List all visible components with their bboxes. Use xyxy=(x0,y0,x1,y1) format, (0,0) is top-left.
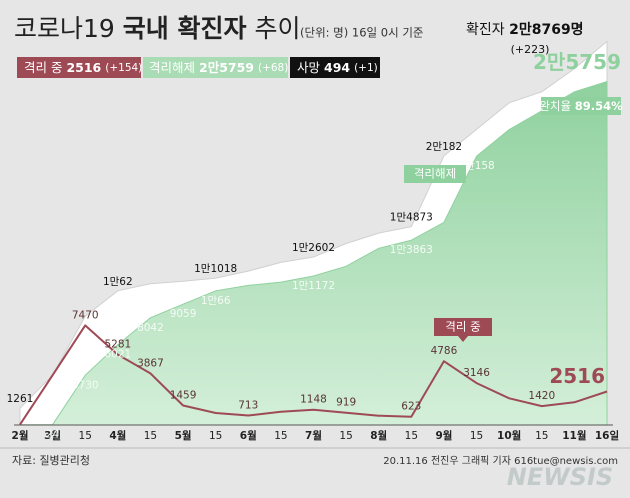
x-tick-label: 15 xyxy=(79,430,92,442)
legend-name: 격리해제 xyxy=(149,60,195,75)
data-label: 1261 xyxy=(7,393,34,405)
data-label: 1만66 xyxy=(201,295,231,307)
summary-change: (+223) xyxy=(511,43,550,56)
x-tick-label: 3월 xyxy=(44,429,61,442)
title-part: 국내 확진자 xyxy=(123,14,247,43)
callout: 완치율 89.54% xyxy=(539,99,623,113)
chart-title: 코로나19 국내 확진자 추이 xyxy=(14,14,300,43)
x-tick-label: 6월 xyxy=(240,429,257,442)
subtitle: (단위: 명) 16일 0시 기준 xyxy=(300,26,423,40)
legend-entry: 격리 중 2516 (+154) xyxy=(24,60,142,75)
callout-box xyxy=(541,97,621,115)
data-label: 713 xyxy=(238,399,258,411)
data-label: 2만5759 xyxy=(533,50,621,74)
data-label: 1만1172 xyxy=(292,280,335,292)
legend-entry: 사망 494 (+1) xyxy=(297,60,378,75)
isolated-line xyxy=(19,324,608,426)
x-tick-label: 10월 xyxy=(497,429,521,442)
title-part: 추이 xyxy=(254,14,300,43)
x-tick-label: 15 xyxy=(144,430,157,442)
summary-value: 2만8769명 xyxy=(509,21,583,38)
data-label: 1459 xyxy=(170,390,197,402)
data-label: 1148 xyxy=(300,394,327,406)
x-tick-label: 9월 xyxy=(435,429,452,442)
data-label: 8042 xyxy=(137,322,164,334)
x-tick-label: 8월 xyxy=(370,429,387,442)
data-label: 9059 xyxy=(170,308,197,320)
x-tick-label: 2월 xyxy=(12,429,29,442)
data-label: 7470 xyxy=(72,309,99,321)
x-tick-label: 15 xyxy=(209,430,222,442)
legend-value: 2516 xyxy=(66,60,101,75)
data-label: 4786 xyxy=(431,345,458,357)
legend-entry: 격리해제 2만5759 (+68) xyxy=(149,60,288,75)
x-tick-label: 15 xyxy=(535,430,548,442)
data-label: 6021 xyxy=(104,349,131,361)
legend-value: 2만5759 xyxy=(199,60,254,75)
legend-value: 494 xyxy=(324,60,350,75)
x-tick-label: 7월 xyxy=(305,429,322,442)
data-label: 2만182 xyxy=(426,141,462,153)
x-tick-label: 16일 xyxy=(595,429,619,442)
legend-swatch xyxy=(143,57,288,78)
x-tick-label: 15 xyxy=(339,430,352,442)
data-label: 623 xyxy=(401,401,421,413)
callout-box xyxy=(404,165,466,183)
data-label: 1만2602 xyxy=(292,242,335,254)
legend-change: (+1) xyxy=(354,62,378,74)
credit: 20.11.16 전진우 그래픽 기자 616tue@newsis.com xyxy=(383,455,618,467)
data-label: 5281 xyxy=(104,339,131,351)
legend-swatch xyxy=(290,57,380,78)
x-tick-label: 5월 xyxy=(175,429,192,442)
x-tick-label: 15 xyxy=(405,430,418,442)
data-label: 3146 xyxy=(463,367,490,379)
legend-change: (+154) xyxy=(105,62,142,74)
source: 자료: 질병관리청 xyxy=(12,454,90,467)
callout-value: 89.54% xyxy=(575,99,623,113)
callout-label: 완치율 xyxy=(539,99,571,113)
x-tick-label: 15 xyxy=(274,430,287,442)
data-label: 1420 xyxy=(528,390,555,402)
x-tick-label: 4월 xyxy=(109,429,126,442)
legend-name: 사망 xyxy=(297,60,321,75)
legend-swatch xyxy=(17,57,141,78)
data-label: 1만3863 xyxy=(390,244,433,256)
x-tick-label: 11월 xyxy=(562,429,586,442)
legend-name: 격리 중 xyxy=(24,60,62,75)
legend-change: (+68) xyxy=(258,62,288,74)
watermark: NEWSIS xyxy=(507,463,613,491)
x-tick-label: 15 xyxy=(470,430,483,442)
legend: 격리 중 2516 (+154) 격리해제 2만5759 (+68) 사망 49… xyxy=(17,57,380,78)
data-label: 2만158 xyxy=(458,160,494,172)
data-label: 1만1018 xyxy=(194,263,237,275)
data-label: 1만62 xyxy=(103,276,133,288)
callout: 격리해제 xyxy=(414,167,456,181)
total-summary: 확진자 2만8769명 xyxy=(466,21,584,38)
callout-box xyxy=(434,318,492,336)
data-label: 1만4873 xyxy=(390,212,433,224)
data-label: 3730 xyxy=(72,379,99,391)
data-label: 2516 xyxy=(549,364,605,388)
data-label: 919 xyxy=(336,397,356,409)
summary-name: 확진자 xyxy=(466,22,505,38)
data-label: 24 xyxy=(46,429,60,441)
callout-pointer xyxy=(458,336,468,342)
title-part: 코로나19 xyxy=(14,14,115,43)
data-label: 3867 xyxy=(137,357,164,369)
callout: 격리 중 xyxy=(445,320,480,334)
